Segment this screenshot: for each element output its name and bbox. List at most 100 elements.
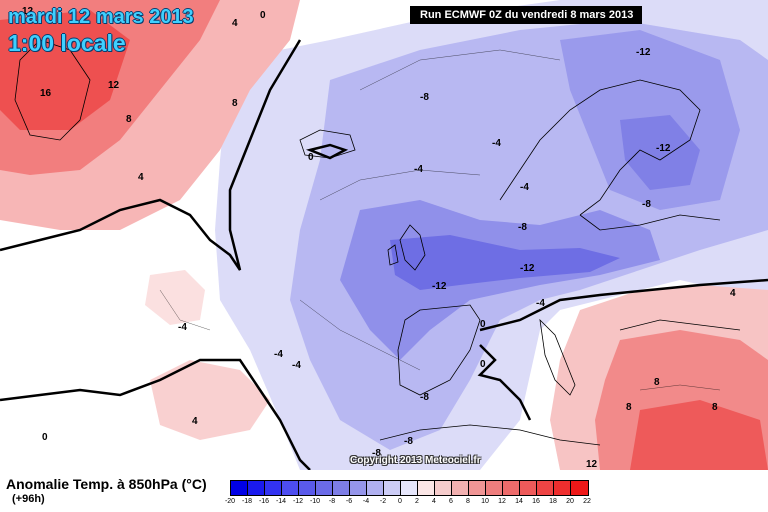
iso-label: -4 (520, 182, 529, 193)
colorbar-tick-label: -4 (362, 498, 370, 505)
coast-north-africa (379, 424, 601, 446)
iso-label: -4 (178, 322, 187, 333)
colorbar-swatch (231, 481, 248, 495)
iso-label: 12 (108, 80, 120, 91)
iso-label: 0 (308, 152, 314, 163)
iso-label: -4 (492, 138, 501, 149)
colorbar-tick-label: 12 (498, 498, 506, 505)
iso-label: -12 (656, 143, 671, 154)
colorbar-swatch (248, 481, 265, 495)
colorbar-tick-label: -20 (224, 498, 236, 505)
forecast-hour: (+96h) (12, 493, 45, 505)
iso-label: -4 (414, 164, 423, 175)
colorbar-swatch (265, 481, 282, 495)
iso-label: -4 (274, 349, 283, 360)
colorbar-swatch (367, 481, 384, 495)
warm-strong-northwest (0, 10, 130, 130)
coast-scandinavia (499, 79, 701, 216)
iso-label: 0 (480, 359, 486, 370)
isotherm-labels: 12 4 0 12 16 8 8 4 0 -4 -8 -12 -4 -4 -12… (22, 6, 736, 470)
colorbar-tick-label: -6 (345, 498, 353, 505)
colorbar (230, 480, 589, 496)
colorbar-tick-label: 16 (532, 498, 540, 505)
colorbar-tick-label: 0 (398, 498, 402, 505)
iso-label: 4 (192, 416, 198, 427)
colorbar-tick-label: 8 (466, 498, 470, 505)
colorbar-swatch (435, 481, 452, 495)
iso-label: -12 (636, 47, 651, 58)
coastlines (14, 39, 741, 446)
iso-label: -4 (536, 298, 545, 309)
iso-label: -8 (420, 92, 429, 103)
forecast-date: mardi 12 mars 2013 (8, 6, 194, 28)
colorbar-swatch (503, 481, 520, 495)
iso-label: 8 (712, 402, 718, 413)
temperature-anomaly-map: 12 4 0 12 16 8 8 4 0 -4 -8 -12 -4 -4 -12… (0, 0, 768, 470)
model-run-info: Run ECMWF 0Z du vendredi 8 mars 2013 (410, 6, 642, 24)
colorbar-swatch (282, 481, 299, 495)
colorbar-swatch (316, 481, 333, 495)
colorbar-tick-label: -12 (292, 498, 304, 505)
iso-label: -12 (520, 263, 535, 274)
zero-isotherm-lines (0, 39, 768, 470)
colorbar-swatch (401, 481, 418, 495)
forecast-time: 1:00 locale (8, 30, 126, 56)
colorbar-tick-label: 2 (415, 498, 419, 505)
colorbar-tick-label: 14 (515, 498, 523, 505)
colorbar-tick-label: -14 (275, 498, 287, 505)
colorbar-swatch (469, 481, 486, 495)
iso-label: 0 (42, 432, 48, 443)
iso-label: 8 (126, 114, 132, 125)
coast-italy (539, 318, 576, 396)
colorbar-tick-label: -8 (328, 498, 336, 505)
colorbar-tick-label: -10 (309, 498, 321, 505)
colorbar-swatch (537, 481, 554, 495)
colorbar-tick-label: 22 (583, 498, 591, 505)
coast-british-isles (387, 224, 426, 271)
iso-label: 12 (22, 6, 34, 17)
iso-label: 16 (40, 88, 52, 99)
iso-label: 8 (654, 377, 660, 388)
iso-label: 4 (232, 18, 238, 29)
iso-label: 12 (586, 459, 598, 470)
iso-label: 4 (730, 288, 736, 299)
colorbar-tick-label: -16 (258, 498, 270, 505)
colorbar-swatch (520, 481, 537, 495)
iso-label: -8 (518, 222, 527, 233)
zero-isotherm-small (305, 143, 349, 160)
zero-isotherm-italy (477, 344, 532, 421)
colorbar-tick-label: 6 (449, 498, 453, 505)
colorbar-swatch (299, 481, 316, 495)
iso-label: -8 (404, 436, 413, 447)
iso-label: 0 (480, 319, 486, 330)
iso-label: 8 (232, 98, 238, 109)
copyright-notice: Copyright 2013 Meteociel.fr (350, 455, 481, 466)
colorbar-swatch (333, 481, 350, 495)
warm-light-atlantic (150, 360, 270, 440)
colorbar-swatch (452, 481, 469, 495)
iso-label: -8 (420, 392, 429, 403)
colorbar-swatch (384, 481, 401, 495)
isotherm-lines (159, 49, 721, 391)
colorbar-swatch (350, 481, 367, 495)
colorbar-tick-label: -2 (379, 498, 387, 505)
zero-isotherm-south (0, 358, 311, 470)
coast-iberia (397, 304, 481, 396)
iso-label: 0 (260, 10, 266, 21)
cold-core-zone (390, 235, 620, 290)
colorbar-ticks: -20 -18 -16 -14 -12 -10 -8 -6 -4 -2 0 2 4 6 8 10 12 14 16 1… (225, 498, 591, 508)
iso-label: 8 (626, 402, 632, 413)
zero-isotherm-med (479, 278, 768, 332)
colorbar-tick-label: 18 (549, 498, 557, 505)
colorbar-tick-label: 20 (566, 498, 574, 505)
coast-baltic (579, 214, 721, 231)
warm-light-atlantic2 (145, 270, 205, 325)
cold-core-north (620, 115, 700, 190)
colorbar-tick-label: 4 (432, 498, 436, 505)
colorbar-tick-label: 10 (481, 498, 489, 505)
iso-label: -12 (432, 281, 447, 292)
warm-strong-southeast (630, 400, 768, 470)
coast-iceland (299, 129, 356, 159)
coast-turkey (619, 319, 741, 331)
